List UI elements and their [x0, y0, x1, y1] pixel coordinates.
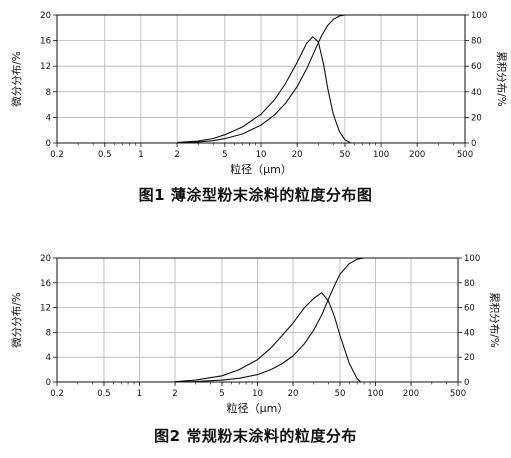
y-left-tick-label: 12 [40, 62, 51, 72]
x-tick-label: 0.5 [98, 150, 112, 160]
chart-1: 0.2 0.5 1 2 5 10 20 50 100 200 5000481216200204060… [10, 11, 507, 176]
y-right-tick-label: 60 [471, 62, 482, 72]
y-left-tick-label: 4 [46, 353, 51, 363]
y-right-tick-label: 0 [471, 139, 476, 149]
y-right-axis-label: 累积分布/% [488, 292, 500, 348]
x-tick-label: 20 [292, 150, 303, 160]
cumulative-distribution-curve [174, 257, 365, 383]
x-tick-label: 2 [172, 389, 177, 399]
cumulative-distribution-curve [177, 14, 351, 144]
y-left-tick-label: 20 [40, 254, 51, 264]
y-left-tick-label: 20 [40, 11, 51, 21]
x-tick-label: 10 [252, 389, 263, 399]
y-right-tick-label: 100 [471, 11, 487, 21]
y-left-tick-label: 16 [40, 37, 51, 47]
x-tick-label: 5 [219, 389, 224, 399]
y-left-tick-label: 0 [46, 378, 51, 388]
x-tick-label: 5 [222, 150, 227, 160]
x-tick-label: 500 [457, 150, 473, 160]
y-right-tick-label: 80 [471, 37, 482, 47]
x-tick-label: 2 [174, 150, 179, 160]
y-right-tick-label: 100 [464, 254, 480, 264]
x-tick-label: 0.5 [97, 389, 111, 399]
y-right-tick-label: 20 [464, 353, 475, 363]
plot-frame [56, 257, 459, 383]
x-tick-label: 100 [373, 150, 389, 160]
figure-2-caption: 图2 常规粉末涂料的粒度分布 [154, 427, 357, 445]
y-right-axis-label: 累积分布/% [495, 51, 507, 107]
x-tick-label: 1 [137, 389, 142, 399]
y-right-tick-label: 40 [464, 328, 475, 338]
x-tick-label: 200 [403, 389, 419, 399]
differential-distribution-curve [174, 292, 362, 383]
y-left-tick-label: 8 [46, 328, 51, 338]
y-right-tick-label: 20 [471, 113, 482, 123]
differential-distribution-curve [177, 36, 352, 144]
y-right-tick-label: 40 [471, 88, 482, 98]
y-left-tick-label: 12 [40, 304, 51, 314]
x-tick-label: 10 [256, 150, 267, 160]
x-tick-label: 500 [450, 389, 466, 399]
x-tick-label: 50 [340, 150, 351, 160]
x-tick-label: 20 [288, 389, 299, 399]
y-left-axis-label: 微分分布/% [10, 51, 23, 107]
x-tick-label: 200 [409, 150, 425, 160]
plot-frame [56, 14, 466, 144]
y-right-tick-label: 60 [464, 304, 475, 314]
x-tick-label: 0.2 [50, 150, 64, 160]
y-right-tick-label: 80 [464, 279, 475, 289]
y-left-tick-label: 8 [46, 88, 51, 98]
y-left-tick-label: 0 [46, 139, 51, 149]
y-left-tick-label: 4 [46, 113, 51, 123]
y-left-axis-label: 微分分布/% [10, 292, 23, 348]
x-axis-label: 粒径（μm） [230, 162, 292, 176]
x-tick-label: 1 [138, 150, 143, 160]
y-right-tick-label: 0 [464, 378, 469, 388]
x-tick-label: 100 [367, 389, 383, 399]
x-tick-label: 0.2 [50, 389, 64, 399]
x-axis-label: 粒径（μm） [227, 401, 289, 415]
chart-2: 0.2 0.5 1 2 5 10 20 50 100 200 5000481216200204060… [10, 254, 500, 415]
x-tick-label: 50 [335, 389, 346, 399]
y-left-tick-label: 16 [40, 279, 51, 289]
figure-1-caption: 图1 薄涂型粉末涂料的粒度分布图 [138, 186, 373, 204]
